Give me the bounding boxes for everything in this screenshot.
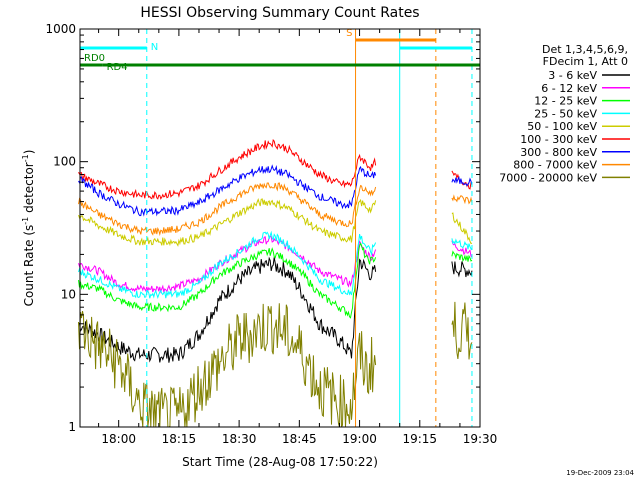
series-line-7 [78, 182, 473, 237]
y-tick-label-2: 100 [53, 155, 76, 169]
legend: Det 1,3,4,5,6,9,FDecim 1, Att 03 - 6 keV… [499, 43, 630, 184]
x-tick-label-2: 18:30 [222, 432, 257, 446]
flag-label-0: N [151, 42, 158, 53]
legend-label-1: 6 - 12 keV [541, 82, 597, 95]
series-line-1 [78, 234, 473, 294]
x-tick-label-1: 18:15 [162, 432, 197, 446]
flag-label-2: RD0 [84, 53, 105, 64]
x-tick-label-3: 18:45 [282, 432, 317, 446]
x-tick-label-5: 19:15 [402, 432, 437, 446]
series-line-8 [78, 301, 473, 428]
legend-label-6: 300 - 800 keV [520, 146, 597, 159]
legend-label-8: 7000 - 20000 keV [499, 171, 597, 184]
legend-label-2: 12 - 25 keV [534, 95, 597, 108]
plot-frame [79, 28, 481, 428]
legend-header-1: FDecim 1, Att 0 [543, 55, 628, 68]
series-line-0 [78, 256, 473, 363]
series-line-3 [78, 230, 473, 300]
y-label-sup1: -1 [21, 217, 30, 225]
legend-label-0: 3 - 6 keV [548, 69, 597, 82]
y-tick-label-0: 1 [68, 420, 76, 434]
x-tick-label-6: 19:30 [463, 432, 498, 446]
footer-date: 19-Dec-2009 23:04 [566, 469, 634, 477]
legend-header-0: Det 1,3,4,5,6,9, [542, 43, 628, 56]
chart-title: HESSI Observing Summary Count Rates [140, 5, 419, 21]
axes: 18:00 18:15 18:30 18:45 19:00 19:15 19:30 1 10 10… [45, 22, 497, 446]
flag-label-3: RD4 [107, 62, 128, 73]
y-label-sup2: -1 [21, 154, 30, 162]
legend-label-5: 100 - 300 keV [520, 133, 597, 146]
legend-label-4: 50 - 100 keV [527, 120, 597, 133]
x-axis-label: Start Time (28-Aug-08 17:50:22) [182, 455, 378, 469]
legend-label-3: 25 - 50 keV [534, 107, 597, 120]
x-tick-label-4: 19:00 [342, 432, 377, 446]
flag-label-1: S [346, 28, 352, 39]
y-label-mid: detector [22, 162, 36, 217]
y-label-end: ) [22, 150, 36, 155]
legend-label-7: 800 - 7000 keV [513, 159, 597, 172]
series-line-2 [78, 242, 473, 319]
x-tick-label-0: 18:00 [101, 432, 136, 446]
y-label-main: Count Rate (s [22, 225, 36, 307]
y-axis-label: Count Rate (s-1 detector-1) [21, 150, 36, 307]
y-tick-label-1: 10 [61, 287, 76, 301]
series-line-4 [78, 198, 473, 247]
y-tick-label-3: 1000 [45, 22, 76, 36]
series-line-6 [78, 164, 473, 217]
